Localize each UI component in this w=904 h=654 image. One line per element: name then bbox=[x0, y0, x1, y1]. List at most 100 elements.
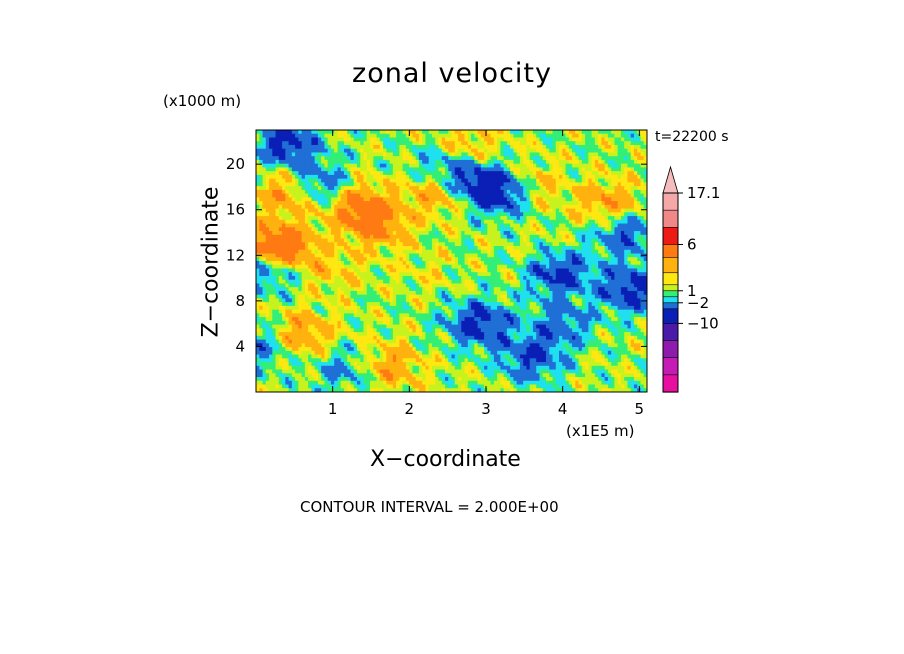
field-cell bbox=[552, 242, 557, 247]
field-cell bbox=[409, 159, 413, 165]
field-cell bbox=[545, 171, 550, 176]
field-cell bbox=[376, 238, 381, 243]
field-cell bbox=[285, 152, 290, 157]
field-cell bbox=[458, 178, 462, 183]
field-cell bbox=[405, 204, 410, 210]
field-cell bbox=[288, 144, 293, 150]
field-cell bbox=[559, 268, 563, 273]
field-cell bbox=[464, 182, 469, 187]
field-cell bbox=[620, 130, 625, 135]
field-cell bbox=[513, 186, 518, 191]
field-cell bbox=[562, 163, 567, 169]
field-cell bbox=[350, 264, 355, 270]
field-cell bbox=[516, 261, 521, 266]
field-cell bbox=[285, 234, 290, 240]
field-cell bbox=[581, 223, 586, 228]
field-cell bbox=[454, 163, 459, 169]
field-cell bbox=[617, 208, 622, 213]
field-cell bbox=[627, 249, 632, 255]
field-cell bbox=[425, 264, 430, 270]
field-cell bbox=[431, 204, 436, 210]
field-cell bbox=[477, 186, 482, 191]
field-cell bbox=[591, 159, 596, 165]
field-cell bbox=[409, 272, 413, 277]
field-cell bbox=[545, 219, 550, 225]
field-cell bbox=[262, 130, 267, 135]
field-cell bbox=[633, 264, 638, 270]
field-cell bbox=[301, 212, 306, 217]
field-cell bbox=[490, 249, 495, 255]
field-cell bbox=[559, 212, 563, 217]
field-cell bbox=[575, 264, 580, 270]
field-cell bbox=[562, 238, 567, 243]
field-cell bbox=[396, 208, 400, 213]
field-cell bbox=[627, 137, 632, 142]
field-cell bbox=[301, 174, 306, 180]
field-cell bbox=[370, 163, 374, 169]
field-cell bbox=[471, 242, 475, 247]
field-cell bbox=[480, 272, 485, 277]
field-cell bbox=[510, 156, 515, 161]
field-cell bbox=[591, 201, 596, 206]
field-cell bbox=[581, 268, 586, 273]
field-cell bbox=[480, 264, 485, 270]
field-cell bbox=[340, 275, 345, 281]
field-cell bbox=[581, 227, 586, 232]
field-cell bbox=[523, 137, 528, 142]
field-cell bbox=[500, 159, 505, 165]
field-cell bbox=[493, 253, 498, 258]
field-cell bbox=[484, 275, 488, 281]
field-cell bbox=[633, 133, 638, 139]
field-cell bbox=[405, 246, 410, 251]
field-cell bbox=[418, 133, 423, 139]
field-cell bbox=[311, 212, 316, 217]
field-cell bbox=[353, 148, 358, 154]
field-cell bbox=[640, 197, 645, 202]
field-cell bbox=[278, 178, 283, 183]
field-cell bbox=[357, 152, 361, 157]
field-cell bbox=[386, 148, 391, 154]
field-cell bbox=[392, 148, 397, 154]
field-cell bbox=[288, 163, 293, 169]
field-cell bbox=[461, 279, 466, 285]
field-cell bbox=[487, 156, 492, 161]
field-cell bbox=[337, 167, 342, 172]
field-cell bbox=[562, 152, 567, 157]
field-cell bbox=[304, 137, 309, 142]
field-cell bbox=[585, 257, 589, 262]
field-cell bbox=[493, 182, 498, 187]
field-cell bbox=[330, 242, 335, 247]
field-cell bbox=[386, 189, 391, 195]
field-cell bbox=[444, 216, 449, 221]
field-cell bbox=[611, 279, 616, 285]
field-cell bbox=[493, 275, 498, 281]
field-cell bbox=[604, 234, 609, 240]
field-cell bbox=[376, 186, 381, 191]
field-cell bbox=[379, 231, 384, 236]
field-cell bbox=[568, 141, 573, 146]
field-cell bbox=[591, 212, 596, 217]
field-cell bbox=[614, 253, 619, 258]
field-cell bbox=[347, 268, 352, 273]
field-cell bbox=[269, 178, 273, 183]
field-cell bbox=[510, 182, 515, 187]
field-cell bbox=[295, 144, 299, 150]
field-cell bbox=[451, 268, 456, 273]
field-cell bbox=[581, 257, 586, 262]
field-cell bbox=[542, 189, 547, 195]
field-cell bbox=[529, 159, 534, 165]
field-cell bbox=[431, 246, 436, 251]
field-cell bbox=[343, 174, 348, 180]
field-cell bbox=[396, 201, 400, 206]
field-cell bbox=[376, 264, 381, 270]
field-cell bbox=[490, 219, 495, 225]
field-cell bbox=[536, 219, 541, 225]
field-cell bbox=[256, 178, 260, 183]
field-cell bbox=[480, 159, 485, 165]
field-cell bbox=[370, 253, 374, 258]
field-cell bbox=[575, 182, 580, 187]
field-cell bbox=[559, 223, 563, 228]
field-cell bbox=[588, 227, 593, 232]
field-cell bbox=[282, 171, 286, 176]
field-cell bbox=[363, 279, 368, 285]
